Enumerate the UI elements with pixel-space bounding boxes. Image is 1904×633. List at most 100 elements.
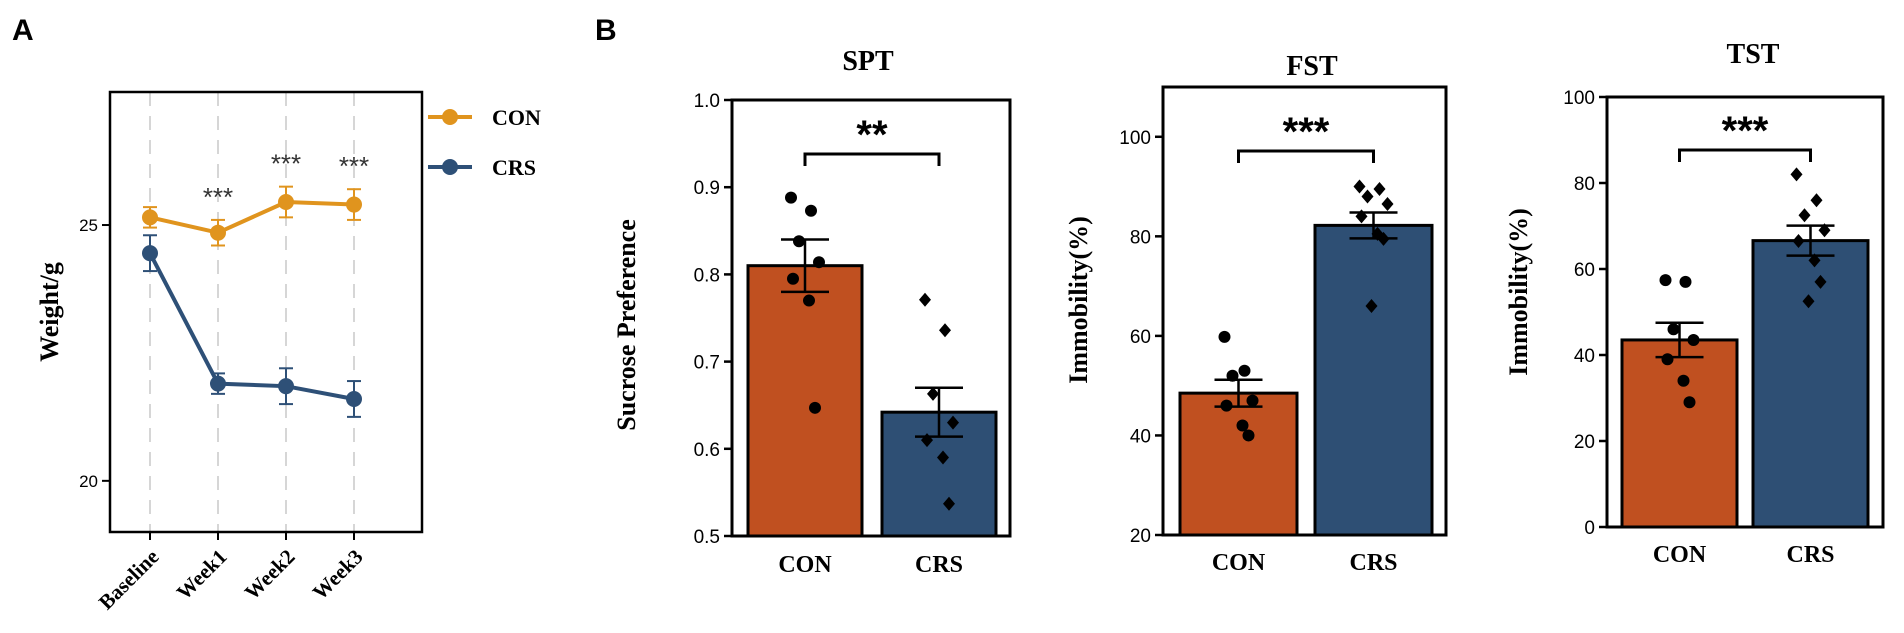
tst-bar-con <box>1620 338 1739 529</box>
tst-point-con <box>1679 275 1692 288</box>
tst-point-con <box>1677 374 1690 387</box>
spt-y-tick-label: 0.5 <box>694 527 720 548</box>
tst-y-tick-label: 40 <box>1574 346 1595 367</box>
fst-point-crs <box>1373 182 1386 197</box>
fst-point-con <box>1238 364 1251 377</box>
fst-significance-label: *** <box>1283 110 1330 154</box>
spt-title: SPT <box>842 46 894 77</box>
fst-x-tick-label: CRS <box>1349 550 1397 576</box>
tst-y-axis-title: Immobility(%) <box>1504 208 1533 376</box>
spt-bar-con <box>746 264 864 538</box>
spt-y-tick-label: 0.8 <box>694 265 720 286</box>
fst-plot-frame <box>1161 85 1448 537</box>
weight-series-line-con <box>149 199 355 235</box>
fst-y-tick-label: 100 <box>1119 128 1151 149</box>
tst-significance-label: *** <box>1722 109 1769 153</box>
tst-point-con <box>1667 323 1680 336</box>
tst-y-tick-label: 20 <box>1574 432 1595 453</box>
weight-significance-label: *** <box>339 151 369 181</box>
weight-point-con <box>346 196 362 213</box>
fst-point-con <box>1246 394 1259 407</box>
fst-y-tick-label: 20 <box>1130 526 1151 547</box>
fst-bar-crs <box>1313 223 1434 537</box>
weight-point-con <box>142 209 158 226</box>
spt-significance-bracket <box>803 152 941 166</box>
legend-con-label: CON <box>492 105 541 130</box>
weight-significance-label: *** <box>203 182 233 212</box>
fst-bar-con <box>1178 391 1299 537</box>
fst-point-crs <box>1353 179 1366 194</box>
weight-line-chart: 20 25 Baseline Week1 Week2 Week3 *** *** *** W… <box>35 90 541 615</box>
tst-y-tick-label: 80 <box>1574 174 1595 195</box>
weight-significance-label: *** <box>271 149 301 179</box>
tst-bar-crs <box>1751 239 1870 529</box>
fst-x-tick-label: CON <box>1212 550 1266 576</box>
fst-y-tick-label: 80 <box>1130 227 1151 248</box>
spt-y-tick-label: 0.6 <box>694 440 720 461</box>
spt-point-con <box>785 191 797 204</box>
spt-point-crs <box>939 323 951 338</box>
fst-point-crs <box>1355 209 1368 224</box>
weight-x-tick-label: Week3 <box>308 545 368 605</box>
fst-point-crs <box>1377 231 1390 246</box>
tst-bar-chart: TST Immobility(%) 0 20 40 60 80 100 CON CRS *** <box>1504 39 1885 568</box>
spt-x-tick-label: CRS <box>915 552 963 578</box>
weight-plot-frame <box>108 90 424 534</box>
weight-point-crs <box>210 375 226 392</box>
spt-y-tick-label: 0.9 <box>694 178 720 199</box>
spt-y-tick-label: 1.0 <box>694 91 720 112</box>
spt-x-tick-label: CON <box>778 552 832 578</box>
tst-point-crs <box>1790 167 1803 182</box>
weight-x-tick-label: Baseline <box>94 545 164 615</box>
tst-point-crs <box>1802 294 1815 309</box>
fst-point-con <box>1242 429 1255 442</box>
weight-y-tick-label: 25 <box>79 216 98 235</box>
tst-significance-bracket <box>1678 148 1812 162</box>
fst-y-tick-label: 60 <box>1130 327 1151 348</box>
weight-point-con <box>210 224 226 241</box>
weight-legend: CON CRS <box>428 105 541 180</box>
spt-point-con <box>787 272 799 285</box>
spt-point-con <box>803 294 815 307</box>
spt-point-con <box>793 235 805 248</box>
spt-y-tick-label: 0.7 <box>694 353 720 374</box>
legend-con-marker <box>442 109 458 125</box>
weight-series-line-crs <box>148 252 355 401</box>
tst-point-con <box>1659 274 1672 287</box>
tst-point-crs <box>1808 253 1821 268</box>
tst-y-tick-label: 0 <box>1584 518 1595 539</box>
tst-point-con <box>1661 353 1674 366</box>
tst-point-crs <box>1814 274 1827 289</box>
spt-point-crs <box>921 433 933 448</box>
fst-significance-bracket <box>1237 149 1375 163</box>
fst-point-con <box>1236 419 1249 432</box>
weight-point-con <box>278 194 294 210</box>
legend-crs-label: CRS <box>492 155 536 180</box>
weight-x-tick-label: Week1 <box>172 545 232 605</box>
tst-y-tick-label: 100 <box>1563 88 1595 109</box>
tst-point-con <box>1687 333 1700 346</box>
spt-point-crs <box>927 386 939 401</box>
weight-point-crs <box>142 245 158 262</box>
weight-y-axis-title: Weight/g <box>35 262 64 362</box>
tst-point-crs <box>1798 208 1811 223</box>
legend-crs-marker <box>442 159 458 175</box>
fst-y-tick-label: 40 <box>1130 426 1151 447</box>
weight-point-crs <box>346 390 362 407</box>
spt-significance-label: ** <box>856 113 888 157</box>
spt-point-crs <box>943 496 955 511</box>
spt-point-crs <box>919 292 931 307</box>
spt-bar-chart: SPT Sucrose Preference 0.5 0.6 0.7 0.8 0.9 1.… <box>612 46 1012 578</box>
spt-plot-frame <box>730 98 1012 538</box>
weight-x-tick-label: Week2 <box>240 545 300 605</box>
spt-point-con <box>809 401 821 414</box>
tst-title: TST <box>1727 39 1780 70</box>
fst-point-crs <box>1365 299 1378 314</box>
tst-point-crs <box>1792 234 1805 249</box>
spt-point-crs <box>937 450 949 465</box>
tst-x-tick-label: CRS <box>1786 542 1834 568</box>
tst-x-tick-label: CON <box>1653 542 1707 568</box>
weight-y-tick-label: 20 <box>79 472 98 491</box>
spt-y-axis-title: Sucrose Preference <box>612 219 641 431</box>
